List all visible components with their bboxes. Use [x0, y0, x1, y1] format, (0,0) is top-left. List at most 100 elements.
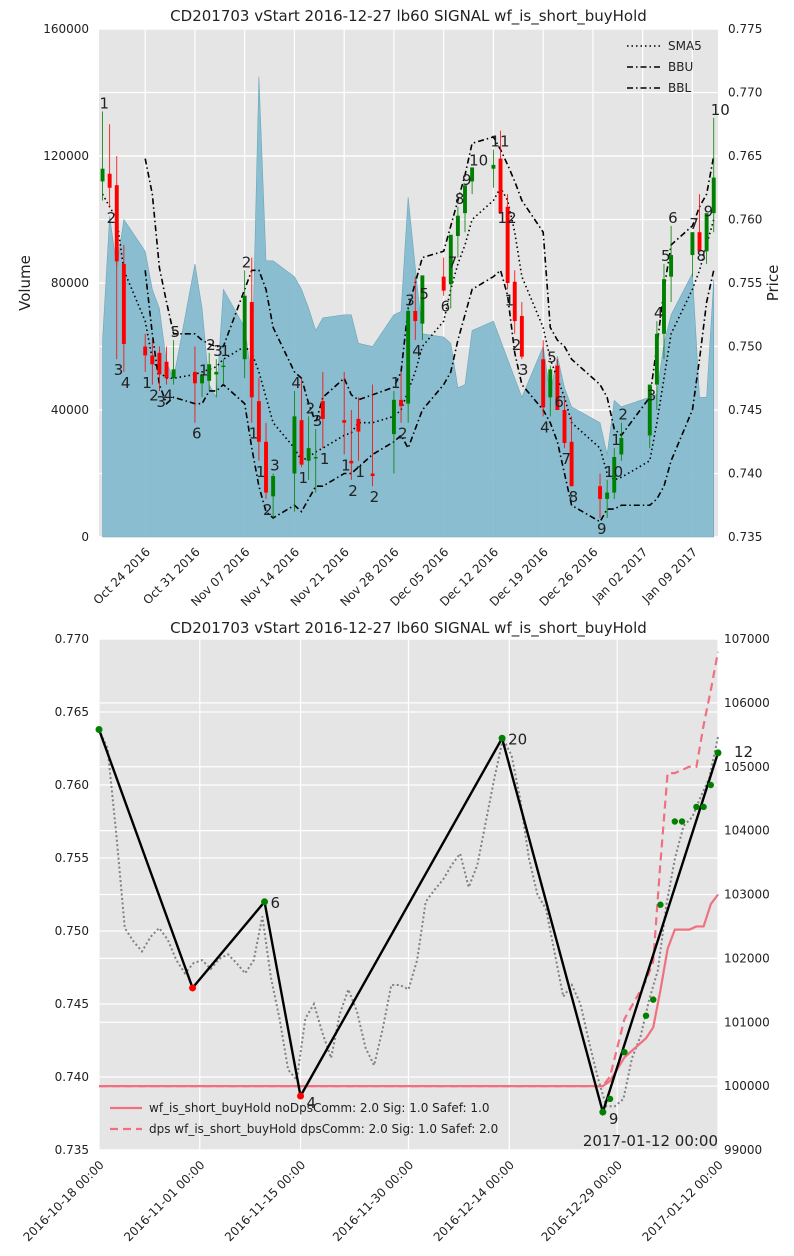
bottom-chart: 6 4 20 9 12 0.735 0.740 0.745 0.750 0.755 0.760 0.… — [20, 619, 769, 1244]
count-label: 2 — [306, 399, 316, 417]
count-label: 2 — [398, 425, 408, 443]
pivot-marker — [498, 734, 506, 742]
count-label: 4 — [164, 387, 174, 405]
candle-body — [391, 399, 396, 435]
price-tick-label: 0.755 — [55, 851, 89, 865]
count-label: 3 — [213, 342, 223, 360]
legend-label: SMA5 — [668, 39, 702, 53]
date-tick-label: 2016-12-14 00:00 — [431, 1158, 517, 1244]
candle-body — [711, 177, 716, 214]
count-label: 1 — [505, 291, 515, 309]
price-tick-label: 0.740 — [728, 467, 762, 481]
legend-label: BBL — [668, 81, 691, 95]
price-tick-label: 0.735 — [55, 1143, 89, 1157]
count-label: 10 — [711, 101, 730, 119]
candle-body — [214, 371, 219, 375]
count-label: 9 — [704, 203, 714, 221]
candle-body — [349, 460, 354, 464]
candle-body — [150, 355, 155, 365]
bottom-legend: wf_is_short_buyHold noDpsComm: 2.0 Sig: … — [110, 1101, 498, 1136]
count-label: 2 — [149, 387, 159, 405]
count-label: 6 — [554, 393, 564, 411]
candle-body — [704, 213, 709, 252]
candle-body — [647, 384, 652, 436]
candle-body — [420, 275, 425, 324]
count-label: 7 — [689, 215, 699, 233]
candle-body — [519, 316, 524, 357]
date-tick-label: 2016-11-01 00:00 — [121, 1158, 207, 1244]
candle-body — [569, 441, 574, 487]
volume-tick-label: 120000 — [43, 149, 89, 163]
count-label: 2 — [370, 488, 380, 506]
pivot-label: 12 — [734, 743, 753, 761]
price-axis-label: Price — [764, 265, 782, 302]
candle-body — [320, 401, 325, 419]
candle-body — [413, 310, 418, 322]
equity-tick-label: 107000 — [724, 632, 770, 646]
count-label: 1 — [256, 463, 266, 481]
count-label: 6 — [668, 209, 678, 227]
pivot-label: 4 — [307, 1094, 317, 1112]
price-tick-label: 0.755 — [728, 276, 762, 290]
equity-tick-label: 103000 — [724, 888, 770, 902]
pivot-marker — [189, 984, 197, 992]
candle-body — [306, 448, 311, 461]
candle-body — [654, 333, 659, 385]
candle-body — [121, 263, 126, 344]
count-label: 4 — [291, 374, 301, 392]
candle-body — [100, 168, 105, 182]
candle-body — [605, 492, 610, 499]
signal-marker — [671, 818, 679, 825]
count-label: 1 — [320, 450, 330, 468]
count-label: 2 — [618, 406, 628, 424]
bbl-line — [144, 268, 715, 523]
count-label: 2 — [512, 336, 522, 354]
candle-body — [690, 232, 695, 256]
count-label: 3 — [405, 291, 415, 309]
price-tick-label: 0.750 — [728, 340, 762, 354]
count-label: 2 — [206, 336, 216, 354]
count-label: 2 — [348, 482, 358, 500]
equity-tick-label: 102000 — [724, 951, 770, 965]
close-price-dotted-line — [98, 729, 719, 1108]
count-label: 5 — [661, 247, 671, 265]
count-label: 8 — [455, 190, 465, 208]
candle-body — [548, 369, 553, 398]
candle-body — [406, 310, 411, 404]
count-label: 1 — [299, 469, 309, 487]
signal-marker — [650, 996, 657, 1003]
candle-body — [171, 369, 176, 379]
price-tick-label: 0.740 — [55, 1070, 89, 1084]
count-label: 4 — [540, 418, 550, 436]
volume-tick-label: 80000 — [51, 276, 89, 290]
candle-body — [356, 418, 361, 432]
signal-marker — [707, 781, 715, 789]
candle-body — [256, 401, 261, 442]
price-tick-label: 0.765 — [55, 705, 89, 719]
count-label: 4 — [412, 342, 422, 360]
signal-marker — [693, 803, 700, 811]
price-tick-label: 0.770 — [55, 632, 89, 646]
candle-body — [271, 476, 276, 497]
top-legend: SMA5 BBU BBL — [627, 39, 702, 95]
candle-body — [697, 232, 702, 252]
count-label: 3 — [114, 361, 124, 379]
candle-body — [207, 364, 212, 381]
candle-body — [448, 234, 453, 285]
candle-body — [399, 399, 403, 407]
date-tick-label: 2016-12-29 00:00 — [539, 1158, 625, 1244]
signal-marker — [714, 749, 722, 757]
count-label: 3 — [270, 457, 280, 475]
count-label: 9 — [597, 520, 607, 538]
bottom-chart-title: CD201703 vStart 2016-12-27 lb60 SIGNAL w… — [170, 619, 647, 638]
count-label: 4 — [654, 304, 664, 322]
equity-tick-label: 104000 — [724, 824, 770, 838]
equity-tick-label: 106000 — [724, 696, 770, 710]
count-label: 3 — [313, 412, 323, 430]
count-label: 9 — [462, 171, 472, 189]
candle-body — [370, 473, 375, 477]
price-tick-label: 0.760 — [55, 778, 89, 792]
candle-body — [491, 164, 496, 169]
count-label: 2 — [107, 209, 117, 227]
